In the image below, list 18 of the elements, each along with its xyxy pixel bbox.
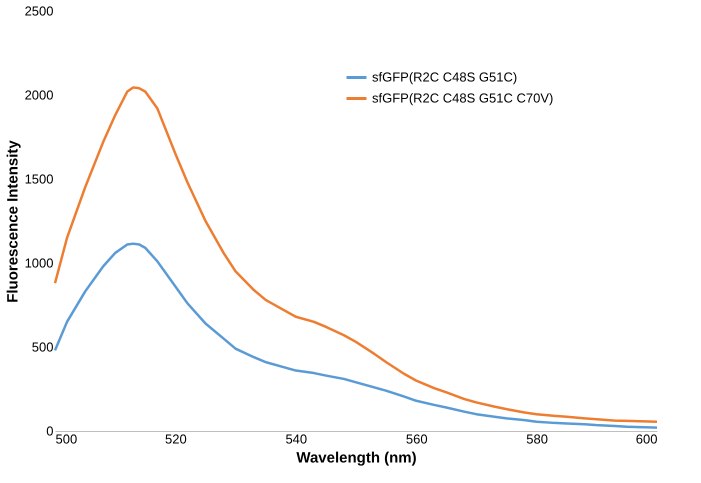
y-tick-label: 1500 <box>24 172 54 186</box>
line-series <box>54 86 658 424</box>
legend-label: sfGFP(R2C C48S G51C C70V) <box>372 90 554 106</box>
legend-label: sfGFP(R2C C48S G51C) <box>372 70 518 84</box>
y-tick-label: 0 <box>46 424 54 438</box>
x-tick-label: 580 <box>526 432 548 446</box>
x-tick-label: 500 <box>56 432 78 446</box>
x-tick-label: 560 <box>406 432 428 446</box>
x-tick-label: 520 <box>165 432 187 446</box>
y-tick-label: 500 <box>32 340 54 354</box>
y-tick-label: 2000 <box>24 88 54 102</box>
y-tick-label: 2500 <box>24 4 54 18</box>
y-tick-label: 1000 <box>24 256 54 270</box>
y-axis-title: Fluorescence Intensity <box>4 140 22 303</box>
x-axis-title: Wavelength (nm) <box>296 450 417 466</box>
line-series <box>54 242 658 429</box>
x-tick-label: 540 <box>285 432 308 446</box>
x-tick-label: 600 <box>636 432 658 446</box>
